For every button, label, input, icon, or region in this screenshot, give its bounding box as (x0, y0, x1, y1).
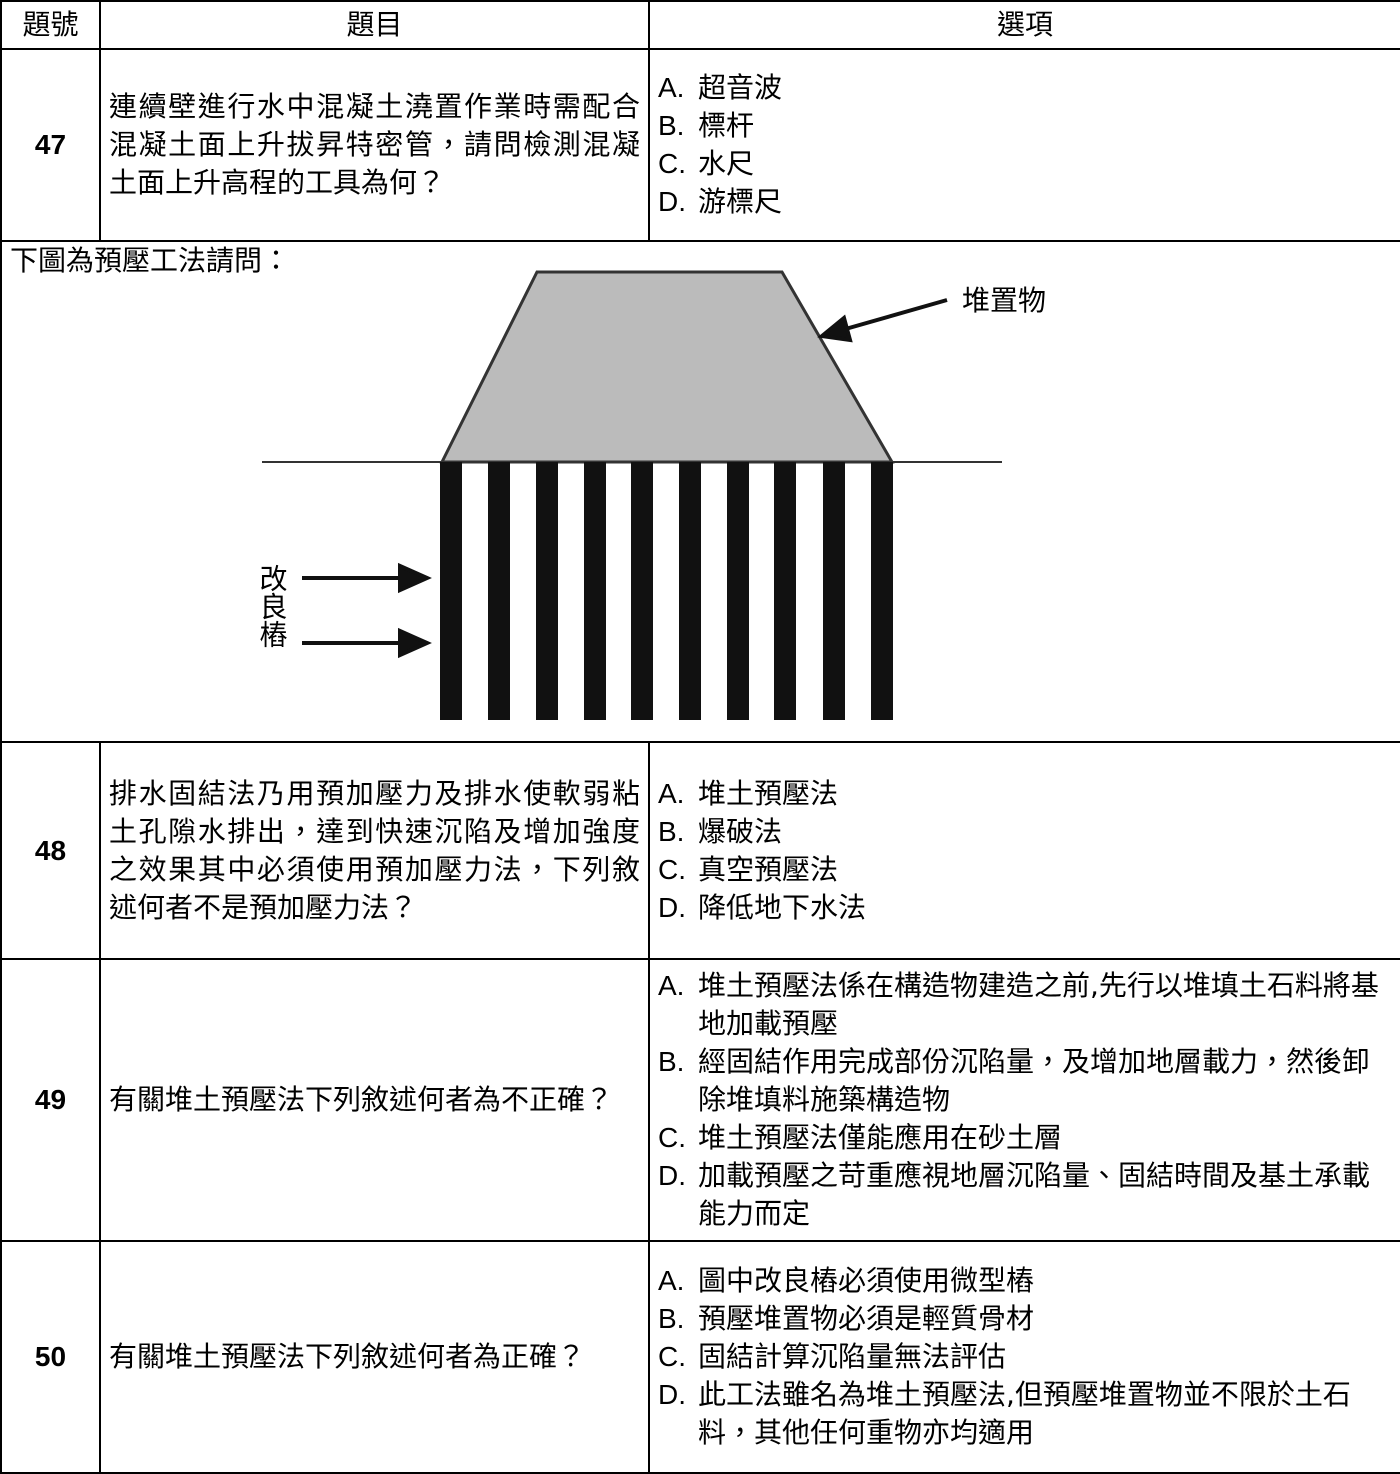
option: C. 堆土預壓法僅能應用在砂土層 (658, 1119, 1392, 1157)
option: B. 爆破法 (658, 813, 1392, 851)
option: C. 真空預壓法 (658, 851, 1392, 889)
arrows (302, 298, 948, 659)
option-letter: B. (658, 1046, 685, 1077)
question-number: 49 (0, 958, 101, 1242)
header-cell: 題號 (0, 0, 101, 50)
option-text: 水尺 (698, 147, 755, 180)
option-letter: C. (658, 1122, 686, 1153)
option-letter: B. (658, 110, 685, 141)
question-text: 有關堆土預壓法下列敘述何者為正確？ (99, 1240, 650, 1474)
question-row: 49 有關堆土預壓法下列敘述何者為不正確？ A. 堆土預壓法係在構造物建造之前,先行以… (0, 958, 1400, 1242)
question-number: 48 (0, 741, 101, 960)
option: A. 超音波 (658, 69, 1392, 107)
option-text: 超音波 (698, 71, 783, 104)
pile-label: 改良樁 (256, 564, 289, 648)
option: B. 標杆 (658, 107, 1392, 145)
preload-diagram: 堆置物 改良樁 (256, 270, 1046, 720)
option: D. 此工法雖名為堆土預壓法,但預壓堆置物並不限於土石料，其他任何重物亦均適用 (658, 1376, 1392, 1452)
option-letter: B. (658, 1303, 685, 1334)
option-text: 降低地下水法 (698, 890, 867, 924)
question-row: 50 有關堆土預壓法下列敘述何者為正確？ A. 圖中改良樁必須使用微型樁 B. 預壓堆置物… (0, 1240, 1400, 1474)
option-text: 標杆 (698, 109, 755, 142)
option: A. 堆土預壓法 (658, 775, 1392, 813)
option: C. 水尺 (658, 145, 1392, 183)
option-text: 堆土預壓法僅能應用在砂土層 (698, 1121, 1063, 1154)
option: D. 游標尺 (658, 183, 1392, 221)
option-letter: D. (658, 1160, 686, 1191)
figure-intro: 下圖為預壓工法請問： (10, 244, 291, 277)
option-letter: B. (658, 815, 685, 847)
option-letter: C. (658, 148, 686, 179)
option-letter: D. (658, 1379, 686, 1410)
option-letter: A. (658, 1265, 685, 1296)
option-letter: D. (658, 186, 686, 217)
option: A. 圖中改良樁必須使用微型樁 (658, 1262, 1392, 1300)
option-text: 爆破法 (698, 814, 783, 848)
fill-mound (439, 270, 895, 464)
option-letter: A. (658, 777, 685, 809)
option: B. 預壓堆置物必須是輕質骨材 (658, 1300, 1392, 1338)
option-text: 此工法雖名為堆土預壓法,但預壓堆置物並不限於土石料，其他任何重物亦均適用 (698, 1378, 1351, 1449)
option: A. 堆土預壓法係在構造物建造之前,先行以堆填土石料將基地加載預壓 (658, 967, 1392, 1043)
option-letter: A. (658, 970, 685, 1001)
options-cell: A. 圖中改良樁必須使用微型樁 B. 預壓堆置物必須是輕質骨材 C. 固結計算沉陷量無法評… (648, 1240, 1400, 1474)
figure-cell: 下圖為預壓工法請問： 堆置物 改良樁 (0, 240, 1400, 743)
option-text: 預壓堆置物必須是輕質骨材 (698, 1302, 1035, 1335)
header-cell: 題目 (99, 0, 650, 50)
question-row: 48 排水固結法乃用預加壓力及排水使軟弱粘土孔隙水排出，達到快速沉陷及增加強度之效… (0, 741, 1400, 960)
options-cell: A. 堆土預壓法係在構造物建造之前,先行以堆填土石料將基地加載預壓 B. 經固結作用完… (648, 958, 1400, 1242)
option-letter: A. (658, 72, 685, 103)
options-cell: A. 超音波 B. 標杆 C. 水尺 D. 游標尺 (648, 48, 1400, 242)
question-number: 47 (0, 48, 101, 242)
question-text: 有關堆土預壓法下列敘述何者為不正確？ (99, 958, 650, 1242)
option-text: 真空預壓法 (698, 852, 839, 886)
option-text: 固結計算沉陷量無法評估 (698, 1340, 1007, 1373)
option-text: 圖中改良樁必須使用微型樁 (698, 1264, 1035, 1297)
option-text: 經固結作用完成部份沉陷量，及增加地層載力，然後卸除堆填料施築構造物 (698, 1045, 1371, 1116)
options-cell: A. 堆土預壓法 B. 爆破法 C. 真空預壓法 D. 降低地下水法 (648, 741, 1400, 960)
option-text: 堆土預壓法係在構造物建造之前,先行以堆填土石料將基地加載預壓 (698, 969, 1379, 1040)
option-letter: C. (658, 1341, 686, 1372)
question-text: 排水固結法乃用預加壓力及排水使軟弱粘土孔隙水排出，達到快速沉陷及增加強度之效果其… (99, 741, 650, 960)
question-text: 連續壁進行水中混凝土澆置作業時需配合混凝土面上升拔昇特密管，請問檢測混凝土面上升… (99, 48, 650, 242)
option-text: 加載預壓之苛重應視地層沉陷量、固結時間及基土承載能力而定 (698, 1159, 1371, 1230)
option-letter: C. (658, 853, 686, 885)
question-row: 47 連續壁進行水中混凝土澆置作業時需配合混凝土面上升拔昇特密管，請問檢測混凝土面… (0, 48, 1400, 242)
question-number: 50 (0, 1240, 101, 1474)
option: C. 固結計算沉陷量無法評估 (658, 1338, 1392, 1376)
piles (440, 462, 893, 720)
option: B. 經固結作用完成部份沉陷量，及增加地層載力，然後卸除堆填料施築構造物 (658, 1043, 1392, 1119)
header-cell: 選項 (648, 0, 1400, 50)
option-text: 堆土預壓法 (698, 776, 839, 810)
option: D. 降低地下水法 (658, 889, 1392, 927)
figure-row: 下圖為預壓工法請問： 堆置物 改良樁 (0, 240, 1400, 743)
option-letter: D. (658, 891, 686, 923)
option: D. 加載預壓之苛重應視地層沉陷量、固結時間及基土承載能力而定 (658, 1157, 1392, 1233)
option-text: 游標尺 (698, 185, 783, 218)
header-row: 題號 題目 選項 (0, 0, 1400, 50)
fill-label: 堆置物 (962, 284, 1046, 317)
